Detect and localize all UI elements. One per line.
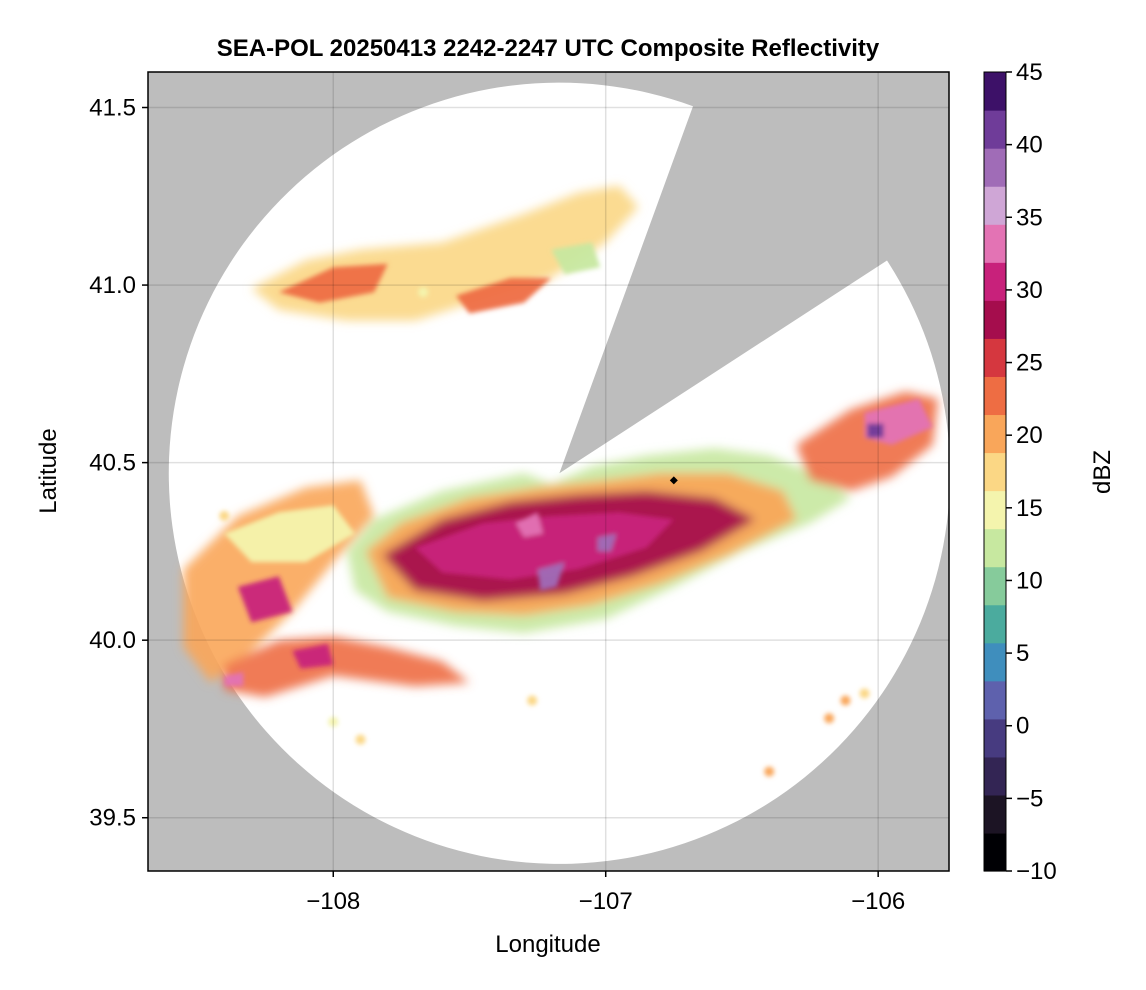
echo-speck-3 xyxy=(355,734,366,745)
colorbar-band xyxy=(984,528,1006,568)
colorbar-band xyxy=(984,680,1006,720)
echo-speck-4 xyxy=(328,716,339,727)
x-tick-label: −106 xyxy=(851,888,905,915)
y-tick-label: 39.5 xyxy=(89,805,136,832)
radar-site-diamond xyxy=(669,476,678,485)
echo-speck-6 xyxy=(764,766,775,777)
colorbar-band xyxy=(984,604,1006,644)
colorbar-tick-label: 5 xyxy=(1016,640,1029,667)
y-tick-label: 41.0 xyxy=(89,272,136,299)
echo-speck-2 xyxy=(527,695,538,706)
y-axis: 39.5 40.0 40.5 41.0 41.5 xyxy=(89,95,148,832)
colorbar-tick-label: 0 xyxy=(1016,713,1029,740)
chart-title: SEA-POL 20250413 2242-2247 UTC Composite… xyxy=(217,35,880,62)
colorbar-band xyxy=(984,376,1006,416)
echo-west-cell-a xyxy=(237,576,293,623)
y-tick-label: 41.5 xyxy=(89,95,136,122)
colorbar-band xyxy=(984,756,1006,796)
colorbar-band xyxy=(984,300,1006,339)
echo-south-band xyxy=(224,636,470,697)
y-axis-label: Latitude xyxy=(35,428,62,513)
echo-south-cell-a xyxy=(292,643,334,669)
colorbar-tick-label: 40 xyxy=(1016,132,1043,159)
colorbar: −10 −5 0 5 10 15 20 25 30 35 40 45 xyxy=(983,59,1057,885)
plot-frame xyxy=(147,71,950,872)
colorbar-band xyxy=(984,414,1006,454)
echo-west-plateau xyxy=(224,505,356,563)
radar-site-marker xyxy=(669,476,678,485)
colorbar-band xyxy=(984,110,1006,149)
colorbar-band xyxy=(984,72,1006,111)
echo-speck-8 xyxy=(418,287,429,298)
colorbar-tick-label: 45 xyxy=(1016,59,1043,86)
echo-speck-0 xyxy=(824,713,835,724)
y-tick-label: 40.0 xyxy=(89,627,136,654)
colorbar-tick-label: 35 xyxy=(1016,204,1043,231)
colorbar-tick-label: −10 xyxy=(1016,858,1057,885)
colorbar-tick-label: −5 xyxy=(1016,785,1043,812)
colorbar-band xyxy=(984,490,1006,530)
colorbar-band xyxy=(984,224,1006,263)
echo-main-cell-a xyxy=(537,562,565,591)
echo-south-cell-b xyxy=(224,672,244,687)
echo-speck-1 xyxy=(840,695,851,706)
echo-main-cell-c xyxy=(515,512,544,538)
colorbar-band xyxy=(984,262,1006,301)
colorbar-label: dBZ xyxy=(1089,450,1116,494)
echo-main-core-strong xyxy=(415,512,674,580)
colorbar-band xyxy=(984,566,1006,606)
echo-north-cell-a xyxy=(278,263,388,303)
echo-north-cell-c xyxy=(551,242,601,275)
colorbar-band xyxy=(984,186,1006,225)
echo-speck-7 xyxy=(219,510,230,521)
colorbar-tick-label: 10 xyxy=(1016,567,1043,594)
colorbar-band xyxy=(984,642,1006,682)
colorbar-tick-label: 25 xyxy=(1016,350,1043,377)
x-tick-label: −107 xyxy=(579,888,633,915)
colorbar-band xyxy=(984,148,1006,187)
echo-east-cell xyxy=(867,423,884,438)
colorbar-tick-label: 15 xyxy=(1016,495,1043,522)
colorbar-band xyxy=(984,832,1006,872)
colorbar-tick-label: 20 xyxy=(1016,422,1043,449)
y-tick-label: 40.5 xyxy=(89,450,136,477)
colorbar-band xyxy=(984,718,1006,758)
reflectivity-echoes xyxy=(183,185,939,777)
x-tick-label: −108 xyxy=(306,888,360,915)
colorbar-band xyxy=(984,452,1006,492)
echo-main-cell-b xyxy=(597,533,617,552)
colorbar-band xyxy=(984,338,1006,377)
grid-lines xyxy=(148,72,949,871)
x-axis-label: Longitude xyxy=(495,931,600,958)
x-axis: −108 −107 −106 xyxy=(306,871,905,915)
colorbar-tick-label: 30 xyxy=(1016,277,1043,304)
echo-north-cell-b xyxy=(455,278,552,314)
echo-speck-5 xyxy=(859,688,870,699)
colorbar-band xyxy=(984,794,1006,834)
colorbar-frame xyxy=(983,71,1007,872)
